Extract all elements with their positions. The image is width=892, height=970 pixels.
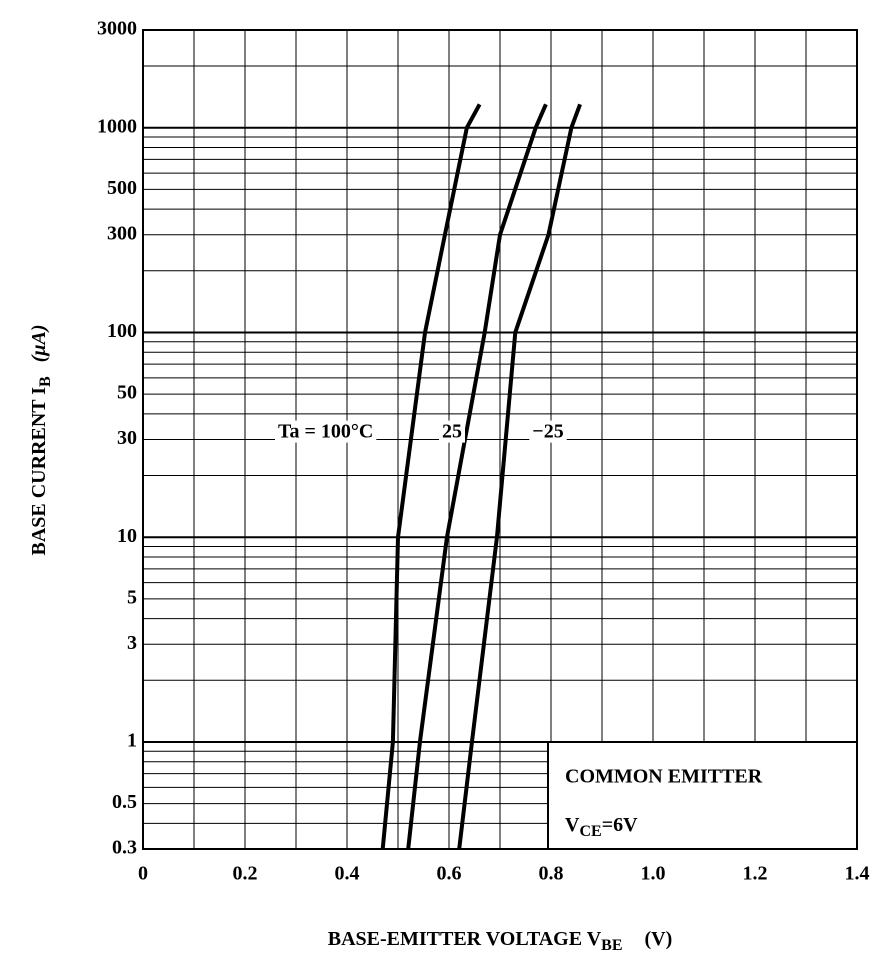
y-tick-label: 1000 xyxy=(97,115,137,137)
x-tick-label: 0.6 xyxy=(437,863,462,885)
grid xyxy=(142,29,858,850)
y-tick-label: 300 xyxy=(107,222,137,244)
x-tick-label: 1.4 xyxy=(845,863,870,885)
y-axis-label: BASE CURRENT IB(μA) xyxy=(28,324,54,555)
y-tick-label: 0.3 xyxy=(112,837,137,859)
y-tick-label: 100 xyxy=(107,320,137,342)
y-tick-label: 500 xyxy=(107,177,137,199)
annotation-text: V xyxy=(565,814,580,836)
x-tick-label: 1.2 xyxy=(743,863,768,885)
series-label: Ta = 100°C xyxy=(278,421,373,443)
curve xyxy=(406,103,548,850)
label-background xyxy=(529,420,567,443)
x-tick-label: 0.8 xyxy=(539,863,564,885)
y-tick-label: 50 xyxy=(117,382,137,404)
plot-frame xyxy=(142,29,858,850)
curve xyxy=(380,103,482,850)
y-tick-label: 0.5 xyxy=(112,791,137,813)
annotation-box xyxy=(547,741,858,850)
y-tick-label: 3 xyxy=(127,632,137,654)
label-background xyxy=(439,420,465,443)
x-tick-label: 0.2 xyxy=(233,863,258,885)
annotation: COMMON EMITTER VCE=6V xyxy=(547,741,858,850)
y-tick-label: 10 xyxy=(117,525,137,547)
x-tick-label: 1.0 xyxy=(641,863,666,885)
annotation-text: VCE=6V xyxy=(565,814,638,840)
y-tick-label: 5 xyxy=(127,586,137,608)
label-background xyxy=(275,420,377,443)
series-label: 25 xyxy=(442,421,462,443)
annotation-text: CE xyxy=(579,823,601,840)
x-tick-label: 0 xyxy=(138,863,148,885)
series-label: −25 xyxy=(532,421,563,443)
annotation-text: =6V xyxy=(602,814,638,836)
x-axis-label: BASE-EMITTER VOLTAGE VBE (V) xyxy=(328,928,673,954)
y-tick-label: 30 xyxy=(117,427,137,449)
y-tick-label: 1 xyxy=(127,730,137,752)
annotation-text: COMMON EMITTER xyxy=(565,766,763,788)
x-tick-label: 0.4 xyxy=(335,863,360,885)
curve xyxy=(457,103,582,850)
y-tick-label: 3000 xyxy=(97,18,137,40)
